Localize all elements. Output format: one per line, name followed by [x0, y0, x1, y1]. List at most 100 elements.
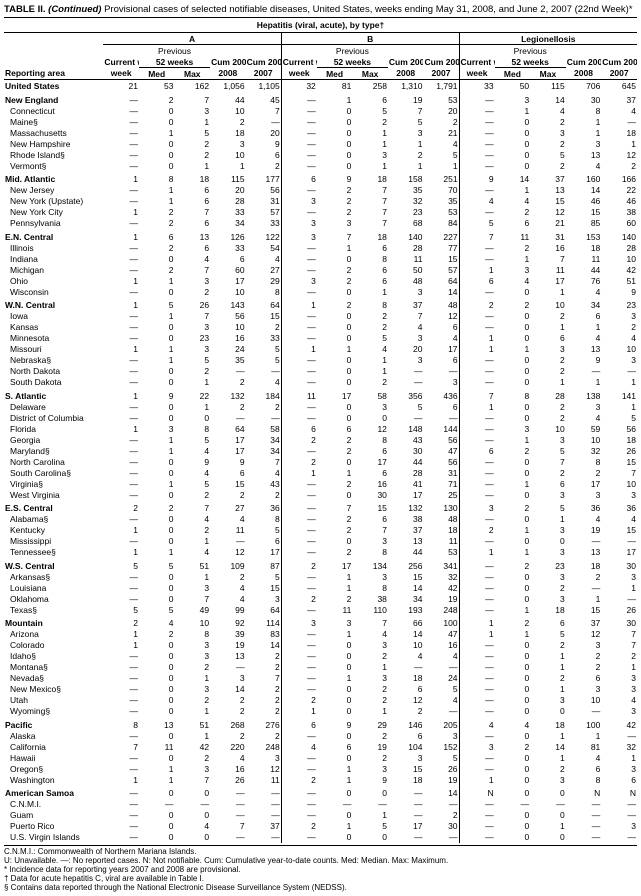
data-cell: 2 [566, 467, 602, 478]
data-cell: 1 [103, 344, 139, 355]
data-cell: — [103, 662, 139, 673]
data-cell: 1 [103, 525, 139, 536]
table-row: Oklahoma—074322383419—031— [4, 593, 637, 604]
data-cell: 0 [139, 651, 175, 662]
data-cell: 1 [317, 571, 353, 582]
data-cell: 18 [566, 242, 602, 253]
data-cell: 1 [352, 286, 388, 297]
data-cell: 5 [246, 525, 282, 536]
data-cell: 14 [423, 785, 459, 799]
data-cell: 1 [352, 810, 388, 821]
data-cell: — [281, 673, 317, 684]
data-cell: 0 [495, 127, 531, 138]
data-cell: 0 [495, 366, 531, 377]
data-cell: 7 [317, 229, 353, 243]
data-cell: — [210, 662, 246, 673]
data-cell: 26 [423, 763, 459, 774]
data-cell: — [281, 571, 317, 582]
data-cell: 3 [601, 311, 637, 322]
data-cell: 1 [495, 604, 531, 615]
data-cell: 13 [566, 547, 602, 558]
data-cell: 4 [530, 105, 566, 116]
data-cell: 39 [210, 629, 246, 640]
data-cell: 4 [495, 275, 531, 286]
data-cell: — [459, 832, 495, 843]
data-cell: 140 [601, 229, 637, 243]
data-cell: 48 [388, 275, 424, 286]
data-cell: 24 [210, 344, 246, 355]
data-cell: — [459, 763, 495, 774]
data-cell: 8 [246, 286, 282, 297]
table-row: Delaware—0122—035610231 [4, 401, 637, 412]
data-cell: 5 [103, 604, 139, 615]
data-cell: 3 [566, 138, 602, 149]
data-cell: 2 [601, 651, 637, 662]
data-cell: 3 [210, 673, 246, 684]
data-cell: — [103, 218, 139, 229]
data-cell: 15 [566, 207, 602, 218]
data-cell: 6 [530, 333, 566, 344]
data-cell: 1 [139, 311, 175, 322]
data-cell: 1 [352, 138, 388, 149]
data-cell: 0 [352, 412, 388, 423]
data-cell: 2 [281, 774, 317, 785]
data-cell: 4 [210, 593, 246, 604]
hdr-sub: 2007 [601, 68, 637, 80]
data-cell: 2 [423, 116, 459, 127]
data-cell: — [459, 730, 495, 741]
data-cell: — [103, 333, 139, 344]
data-cell: 5 [352, 821, 388, 832]
data-cell: 2 [175, 525, 211, 536]
data-cell: — [281, 799, 317, 810]
data-cell: 1 [103, 423, 139, 434]
data-cell: 0 [317, 116, 353, 127]
data-cell: 0 [317, 489, 353, 500]
data-cell: 6 [210, 467, 246, 478]
data-cell: 46 [601, 196, 637, 207]
area-cell: Nevada§ [4, 673, 103, 684]
data-cell: 3 [352, 536, 388, 547]
data-cell: 0 [495, 695, 531, 706]
data-cell: 3 [175, 763, 211, 774]
table-row: Colorado1031914—031016—0237 [4, 640, 637, 651]
data-cell: — [103, 763, 139, 774]
data-cell: 0 [495, 571, 531, 582]
data-cell: 4 [495, 717, 531, 731]
data-cell: 31 [530, 229, 566, 243]
data-cell: 42 [175, 741, 211, 752]
table-row: South Carolina§—04641162831—0227 [4, 467, 637, 478]
data-cell: 220 [210, 741, 246, 752]
data-cell: 5 [601, 412, 637, 423]
data-cell: 2 [530, 401, 566, 412]
data-cell: 248 [423, 604, 459, 615]
data-cell: — [103, 593, 139, 604]
data-cell: 1 [530, 730, 566, 741]
data-cell: 0 [495, 673, 531, 684]
area-cell: Massachusetts [4, 127, 103, 138]
data-cell: — [459, 127, 495, 138]
data-cell: — [103, 322, 139, 333]
data-cell: 9 [459, 171, 495, 185]
data-cell: 1 [495, 525, 531, 536]
data-cell: 12 [530, 207, 566, 218]
data-cell: 6 [352, 92, 388, 106]
data-cell: 29 [246, 275, 282, 286]
data-cell: 43 [388, 434, 424, 445]
data-cell: — [601, 593, 637, 604]
data-cell: 4 [423, 651, 459, 662]
data-cell: — [459, 286, 495, 297]
data-cell: — [246, 412, 282, 423]
data-cell: 38 [352, 593, 388, 604]
area-cell: Arkansas§ [4, 571, 103, 582]
data-cell: 0 [317, 536, 353, 547]
data-cell: 1 [352, 127, 388, 138]
data-cell: — [566, 536, 602, 547]
data-cell: 0 [139, 412, 175, 423]
data-cell: 18 [601, 434, 637, 445]
data-cell: 2 [459, 297, 495, 311]
data-cell: 184 [246, 388, 282, 402]
table-row: New Jersey—162056—273570—1131422 [4, 185, 637, 196]
data-cell: — [601, 799, 637, 810]
data-cell: 3 [601, 355, 637, 366]
data-cell: 1 [601, 138, 637, 149]
